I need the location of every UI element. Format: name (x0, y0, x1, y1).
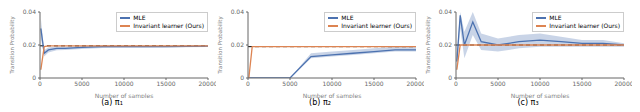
html-text:Invariant learner (Ours): Invariant learner (Ours) (133, 22, 204, 29)
html-text:Invariant learner (Ours): Invariant learner (Ours) (549, 22, 620, 29)
svg-text:20000: 20000 (614, 80, 632, 87)
svg-text:20000: 20000 (198, 80, 216, 87)
svg-text:5000: 5000 (282, 80, 297, 87)
svg-text:Number of samples: Number of samples (511, 92, 570, 98)
svg-text:0: 0 (246, 80, 250, 87)
html-text:Invariant learner (Ours): Invariant learner (Ours) (341, 22, 412, 29)
html-text:(b) π₂: (b) π₂ (309, 98, 331, 107)
svg-text:0.04: 0.04 (23, 8, 37, 15)
svg-text:0: 0 (454, 80, 458, 87)
svg-text:0.02: 0.02 (231, 41, 245, 48)
html-text:MLE: MLE (341, 14, 354, 21)
svg-text:10000: 10000 (530, 80, 549, 87)
svg-text:0.02: 0.02 (439, 41, 453, 48)
svg-text:15000: 15000 (364, 80, 383, 87)
svg-text:0: 0 (448, 74, 452, 81)
svg-text:0.04: 0.04 (439, 8, 453, 15)
svg-text:Transition Probability: Transition Probability (425, 16, 432, 75)
html-text:MLE: MLE (549, 14, 562, 21)
svg-text:15000: 15000 (572, 80, 591, 87)
svg-text:15000: 15000 (156, 80, 175, 87)
html-text:(a) π₁: (a) π₁ (101, 98, 123, 107)
svg-text:0: 0 (38, 80, 42, 87)
svg-text:Number of samples: Number of samples (95, 92, 154, 98)
svg-text:0.02: 0.02 (23, 41, 37, 48)
svg-text:Transition Probability: Transition Probability (9, 16, 16, 75)
svg-text:Transition Probability: Transition Probability (217, 16, 224, 75)
svg-text:5000: 5000 (490, 80, 505, 87)
svg-text:20000: 20000 (406, 80, 424, 87)
svg-text:Number of samples: Number of samples (303, 92, 362, 98)
svg-text:10000: 10000 (114, 80, 133, 87)
svg-text:5000: 5000 (74, 80, 89, 87)
html-text:MLE: MLE (133, 14, 146, 21)
svg-text:0: 0 (32, 74, 36, 81)
svg-text:10000: 10000 (322, 80, 341, 87)
html-text:(c) π₃: (c) π₃ (517, 98, 539, 107)
svg-text:0.04: 0.04 (231, 8, 245, 15)
svg-text:0: 0 (240, 74, 244, 81)
